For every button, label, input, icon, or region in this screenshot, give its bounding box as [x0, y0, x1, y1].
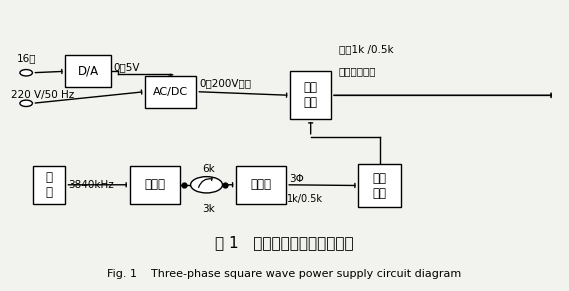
Circle shape — [20, 70, 32, 76]
Text: 晶
振: 晶 振 — [46, 171, 53, 199]
FancyBboxPatch shape — [236, 166, 286, 204]
Text: 220 V/50 Hz: 220 V/50 Hz — [11, 91, 75, 100]
Text: 可调方波电压: 可调方波电压 — [339, 66, 376, 76]
Text: 0～200V直流: 0～200V直流 — [199, 78, 251, 88]
FancyBboxPatch shape — [33, 166, 65, 204]
Text: 三相1k /0.5k: 三相1k /0.5k — [339, 45, 393, 54]
FancyBboxPatch shape — [290, 71, 331, 119]
Text: 6k: 6k — [202, 164, 215, 174]
Text: 分频器: 分频器 — [145, 178, 165, 191]
Text: 1k/0.5k: 1k/0.5k — [287, 194, 323, 204]
Circle shape — [20, 100, 32, 107]
Text: 3k: 3k — [202, 204, 215, 214]
Text: D/A: D/A — [77, 65, 99, 78]
Text: 0～5V: 0～5V — [114, 62, 141, 72]
Text: 分相器: 分相器 — [251, 178, 271, 191]
Text: Fig. 1    Three-phase square wave power supply circuit diagram: Fig. 1 Three-phase square wave power sup… — [108, 269, 461, 278]
Text: 3840kHz: 3840kHz — [68, 180, 114, 190]
Text: 16位: 16位 — [17, 53, 36, 63]
Text: AC/DC: AC/DC — [153, 87, 188, 97]
FancyBboxPatch shape — [65, 55, 111, 87]
Circle shape — [191, 177, 222, 193]
FancyBboxPatch shape — [145, 76, 196, 108]
Text: 图 1   三相方波电源电路原理图: 图 1 三相方波电源电路原理图 — [215, 235, 354, 251]
FancyBboxPatch shape — [358, 164, 401, 207]
Text: 三相
驱动: 三相 驱动 — [373, 171, 387, 200]
Text: 3Φ: 3Φ — [289, 174, 304, 184]
FancyBboxPatch shape — [130, 166, 180, 204]
Text: 三相
功放: 三相 功放 — [304, 81, 318, 109]
